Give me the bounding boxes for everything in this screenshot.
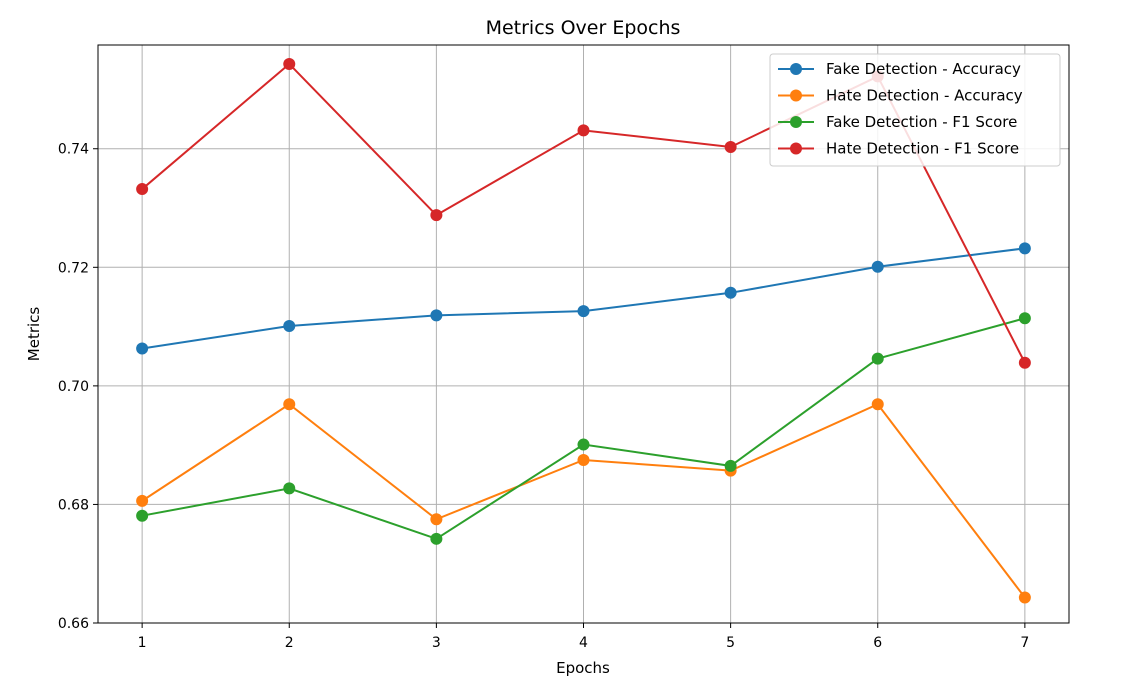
x-tick-label: 7 <box>1020 635 1029 651</box>
legend-marker <box>790 89 802 102</box>
data-point <box>577 453 590 466</box>
data-point <box>283 57 296 70</box>
chart-title: Metrics Over Epochs <box>486 17 681 39</box>
data-point <box>283 319 296 332</box>
y-tick-label: 0.70 <box>58 379 89 395</box>
legend: Fake Detection - Accuracy Hate Detection … <box>769 53 1061 167</box>
x-tick-label: 1 <box>138 635 147 651</box>
x-axis-label: Epochs <box>556 659 610 677</box>
data-point <box>577 124 590 137</box>
data-point <box>430 309 443 322</box>
legend-marker <box>790 142 802 155</box>
x-tick-label: 6 <box>873 635 882 651</box>
legend-box <box>769 53 1061 167</box>
x-tick-label: 4 <box>579 635 588 651</box>
legend-label: Fake Detection - F1 Score <box>826 113 1017 131</box>
data-point <box>724 286 737 299</box>
data-point <box>724 459 737 472</box>
data-point <box>1018 356 1031 369</box>
y-tick-label: 0.66 <box>58 616 89 632</box>
y-tick-label: 0.74 <box>58 142 89 158</box>
data-point <box>871 398 884 411</box>
axis-ticks: 1 2 3 4 5 6 7 0.66 0.68 0.70 0.72 0.74 <box>58 142 1029 651</box>
data-point <box>871 352 884 365</box>
x-tick-label: 2 <box>285 635 294 651</box>
x-tick-label: 3 <box>432 635 441 651</box>
y-axis-label: Metrics <box>25 307 43 362</box>
data-point <box>283 482 296 495</box>
y-tick-label: 0.68 <box>58 497 89 513</box>
y-tick-label: 0.72 <box>58 260 89 276</box>
data-point <box>724 140 737 153</box>
data-point <box>430 513 443 526</box>
data-point <box>430 209 443 222</box>
data-point <box>1018 591 1031 604</box>
data-point <box>136 342 149 355</box>
x-tick-label: 5 <box>726 635 735 651</box>
legend-label: Hate Detection - F1 Score <box>826 140 1019 158</box>
data-point <box>430 532 443 545</box>
data-point <box>577 438 590 451</box>
data-point <box>577 305 590 318</box>
data-point <box>136 494 149 507</box>
legend-label: Fake Detection - Accuracy <box>826 60 1021 78</box>
data-point <box>1018 242 1031 255</box>
legend-marker <box>790 63 802 75</box>
data-point <box>136 183 149 196</box>
data-point <box>283 398 296 411</box>
data-point <box>136 509 149 522</box>
legend-marker <box>790 116 802 128</box>
data-point <box>871 260 884 273</box>
legend-label: Hate Detection - Accuracy <box>826 87 1023 105</box>
data-point <box>1018 312 1031 325</box>
